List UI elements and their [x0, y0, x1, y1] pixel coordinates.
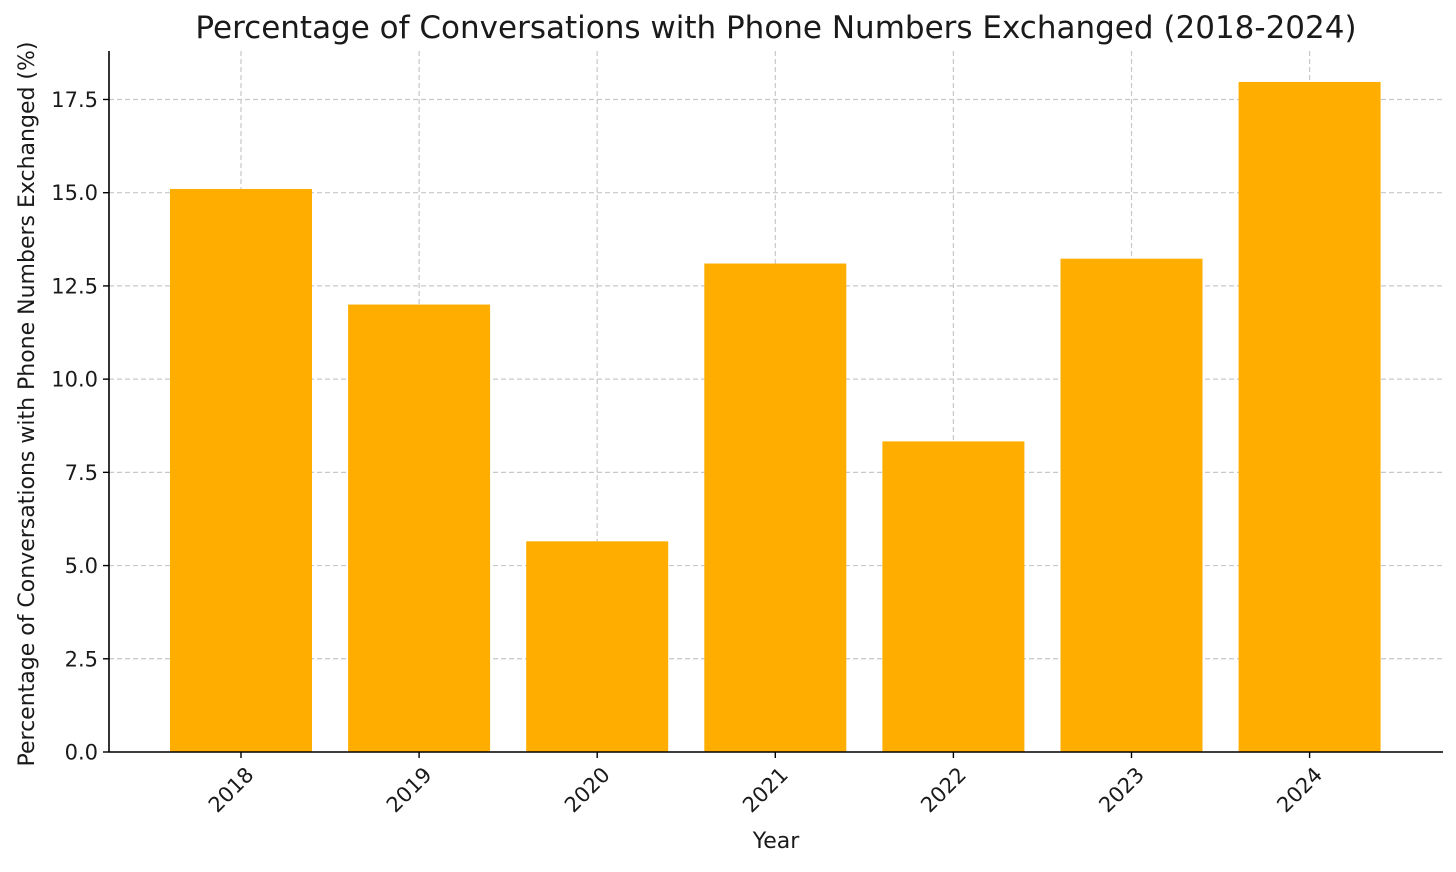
- x-tick-label: 2023: [1094, 763, 1149, 818]
- chart-title: Percentage of Conversations with Phone N…: [195, 10, 1356, 46]
- y-tick-label: 10.0: [51, 368, 98, 392]
- bars-layer: [170, 81, 1381, 752]
- x-axis-label: Year: [752, 829, 801, 854]
- y-tick-label: 12.5: [51, 274, 98, 298]
- x-tick-label: 2024: [1272, 763, 1327, 818]
- x-tick-label: 2018: [204, 763, 259, 818]
- y-tick-label: 5.0: [65, 554, 98, 578]
- bar-2024: [1238, 81, 1381, 752]
- y-tick-label: 15.0: [51, 181, 98, 205]
- x-tick-label: 2019: [382, 763, 437, 818]
- x-tick-label: 2022: [916, 763, 971, 818]
- bar-2018: [170, 188, 312, 752]
- bar-2022: [882, 441, 1025, 752]
- y-tick-label: 2.5: [65, 647, 98, 671]
- bar-2021: [704, 263, 847, 752]
- y-axis-label: Percentage of Conversations with Phone N…: [15, 41, 40, 766]
- bar-2019: [348, 304, 491, 752]
- x-tick-label: 2021: [738, 763, 793, 818]
- y-tick-label: 0.0: [65, 741, 98, 765]
- y-tick-label: 17.5: [51, 88, 98, 112]
- bar-2023: [1060, 258, 1203, 752]
- x-tick-label: 2020: [560, 763, 615, 818]
- bar-2020: [526, 541, 669, 752]
- y-tick-label: 7.5: [65, 461, 98, 485]
